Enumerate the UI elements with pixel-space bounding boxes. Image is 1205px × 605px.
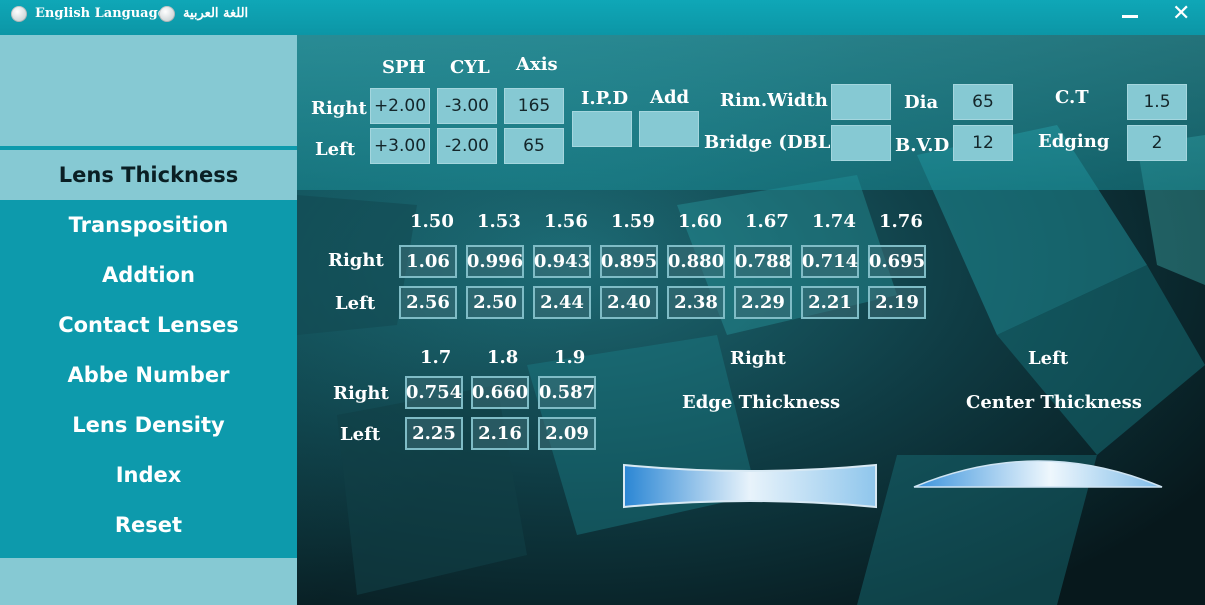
result-cell: 0.587 bbox=[538, 376, 596, 409]
index-header: 1.67 bbox=[745, 211, 789, 232]
index-header: 1.7 bbox=[420, 347, 452, 368]
close-icon[interactable]: ✕ bbox=[1172, 1, 1191, 26]
logo-area bbox=[0, 35, 297, 145]
english-language-label[interactable]: English Language bbox=[35, 6, 166, 21]
result-cell: 0.996 bbox=[466, 245, 524, 278]
sidebar-item-lens-thickness[interactable]: Lens Thickness bbox=[0, 150, 297, 200]
sidebar-item-contact-lenses[interactable]: Contact Lenses bbox=[58, 313, 239, 337]
result-cell: 1.06 bbox=[399, 245, 457, 278]
main-panel: SPH CYL Axis I.P.D Add Right Left +2.00 … bbox=[297, 35, 1205, 605]
center-thickness-caption: Center Thickness bbox=[966, 392, 1142, 413]
ipd-header: I.P.D bbox=[581, 88, 629, 109]
results-left-label: Left bbox=[335, 293, 376, 314]
result-cell: 2.25 bbox=[405, 417, 463, 450]
right-row-label: Right bbox=[311, 98, 367, 119]
results2-right-label: Right bbox=[333, 383, 389, 404]
result-cell: 2.21 bbox=[801, 286, 859, 319]
edging-label: Edging bbox=[1038, 131, 1110, 152]
input-panel bbox=[297, 35, 1205, 190]
bvd-label: B.V.D bbox=[895, 135, 950, 156]
right-sph-field[interactable]: +2.00 bbox=[370, 88, 430, 124]
bridge-label: Bridge (DBL) bbox=[704, 132, 839, 153]
right-axis-field[interactable]: 165 bbox=[504, 88, 564, 124]
index-header: 1.50 bbox=[410, 211, 454, 232]
left-diagram-title: Left bbox=[1028, 348, 1069, 369]
result-cell: 0.880 bbox=[667, 245, 725, 278]
edge-thickness-caption: Edge Thickness bbox=[682, 392, 841, 413]
sidebar-item-abbe-number[interactable]: Abbe Number bbox=[67, 363, 230, 387]
sidebar: Lens Thickness Transposition Addtion Con… bbox=[0, 35, 297, 605]
sidebar-menu: Lens Thickness Transposition Addtion Con… bbox=[0, 150, 297, 558]
divider bbox=[0, 146, 297, 150]
sph-header: SPH bbox=[382, 57, 426, 78]
left-sph-field[interactable]: +3.00 bbox=[370, 128, 430, 164]
title-bar: English Language اللغة العربية ✕ bbox=[0, 0, 1205, 35]
result-cell: 2.29 bbox=[734, 286, 792, 319]
index-header: 1.8 bbox=[487, 347, 519, 368]
dia-label: Dia bbox=[904, 92, 939, 113]
sidebar-item-lens-density[interactable]: Lens Density bbox=[72, 413, 225, 437]
index-header: 1.60 bbox=[678, 211, 722, 232]
result-cell: 0.660 bbox=[471, 376, 529, 409]
convex-lens-icon bbox=[913, 460, 1163, 488]
edging-field[interactable]: 2 bbox=[1127, 125, 1187, 161]
cyl-header: CYL bbox=[450, 57, 490, 78]
result-cell: 2.09 bbox=[538, 417, 596, 450]
right-diagram-title: Right bbox=[730, 348, 786, 369]
index-header: 1.59 bbox=[611, 211, 655, 232]
bvd-field[interactable]: 12 bbox=[953, 125, 1013, 161]
result-cell: 0.943 bbox=[533, 245, 591, 278]
ipd-field[interactable] bbox=[572, 111, 632, 147]
add-header: Add bbox=[650, 87, 690, 108]
sidebar-item-reset[interactable]: Reset bbox=[114, 513, 183, 537]
result-cell: 0.754 bbox=[405, 376, 463, 409]
add-field[interactable] bbox=[639, 111, 699, 147]
arabic-radio[interactable] bbox=[159, 6, 175, 22]
result-cell: 0.714 bbox=[801, 245, 859, 278]
bridge-field[interactable] bbox=[831, 125, 891, 161]
results2-left-label: Left bbox=[340, 424, 381, 445]
result-cell: 2.56 bbox=[399, 286, 457, 319]
minimize-icon[interactable] bbox=[1122, 15, 1138, 18]
arabic-language-label[interactable]: اللغة العربية bbox=[183, 6, 249, 21]
result-cell: 2.16 bbox=[471, 417, 529, 450]
left-axis-field[interactable]: 65 bbox=[504, 128, 564, 164]
ct-field[interactable]: 1.5 bbox=[1127, 84, 1187, 120]
result-cell: 0.895 bbox=[600, 245, 658, 278]
left-row-label: Left bbox=[315, 139, 356, 160]
axis-header: Axis bbox=[516, 54, 558, 75]
result-cell: 2.40 bbox=[600, 286, 658, 319]
right-cyl-field[interactable]: -3.00 bbox=[437, 88, 497, 124]
index-header: 1.74 bbox=[812, 211, 856, 232]
result-cell: 2.44 bbox=[533, 286, 591, 319]
result-cell: 0.695 bbox=[868, 245, 926, 278]
english-radio[interactable] bbox=[11, 6, 27, 22]
sidebar-item-index[interactable]: Index bbox=[115, 463, 182, 487]
sidebar-item-transposition[interactable]: Transposition bbox=[68, 213, 229, 237]
index-header: 1.56 bbox=[544, 211, 588, 232]
index-header: 1.53 bbox=[477, 211, 521, 232]
result-cell: 2.38 bbox=[667, 286, 725, 319]
rim-width-label: Rim.Width bbox=[720, 90, 828, 111]
concave-lens-icon bbox=[623, 463, 877, 509]
dia-field[interactable]: 65 bbox=[953, 84, 1013, 120]
result-cell: 0.788 bbox=[734, 245, 792, 278]
index-header: 1.9 bbox=[554, 347, 586, 368]
index-header: 1.76 bbox=[879, 211, 923, 232]
rim-width-field[interactable] bbox=[831, 84, 891, 120]
result-cell: 2.50 bbox=[466, 286, 524, 319]
ct-label: C.T bbox=[1055, 87, 1089, 108]
left-cyl-field[interactable]: -2.00 bbox=[437, 128, 497, 164]
sidebar-item-addition[interactable]: Addtion bbox=[102, 263, 195, 287]
results-right-label: Right bbox=[328, 250, 384, 271]
result-cell: 2.19 bbox=[868, 286, 926, 319]
